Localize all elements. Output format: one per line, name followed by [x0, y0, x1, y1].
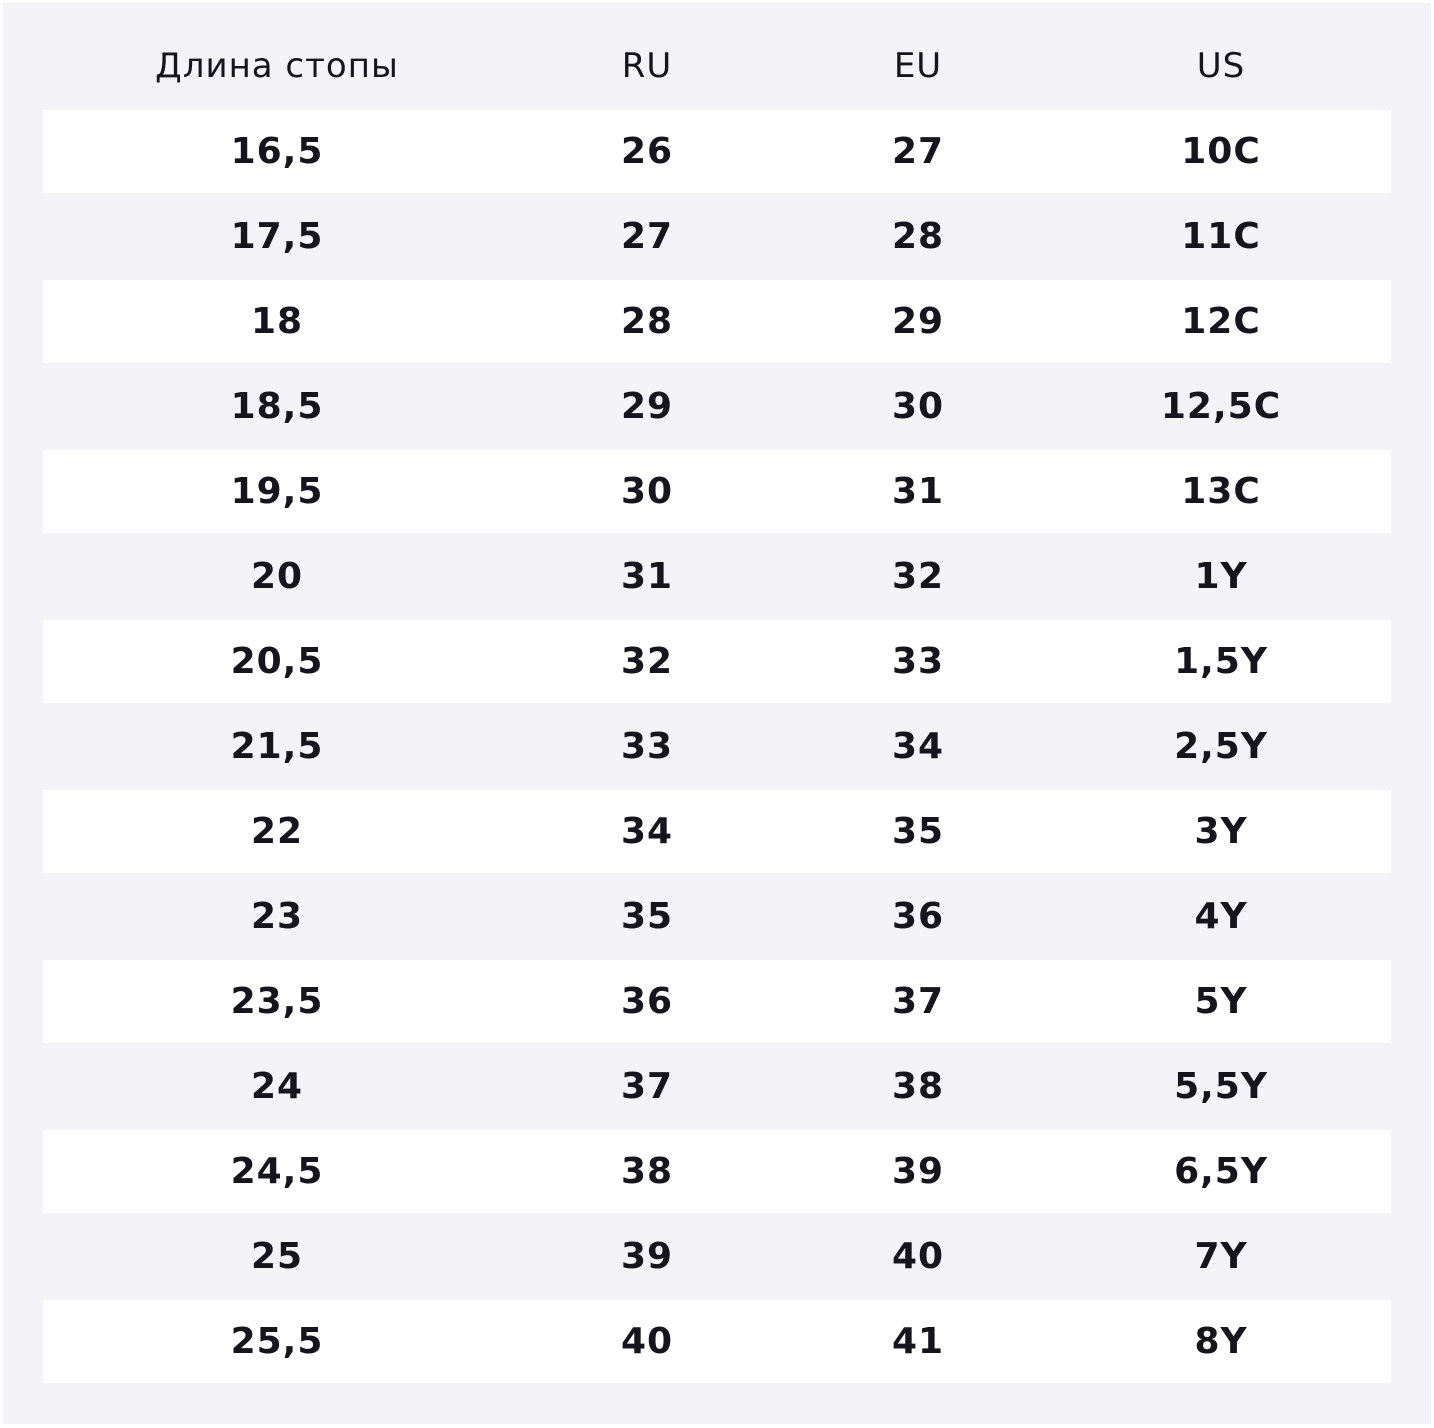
cell: 39 [891, 1151, 945, 1192]
cell: 32 [620, 641, 674, 682]
cell: 3Y [1194, 811, 1248, 852]
cell: 29 [891, 301, 945, 342]
cell: 37 [620, 1066, 674, 1107]
cell: 4Y [1194, 896, 1248, 937]
size-table: Длина стопы RU EU US 16,5 26 27 10C 17,5 27 28 11C 1… [3, 3, 1431, 1424]
table-row: 17,5 27 28 11C [43, 195, 1391, 278]
cell: 1,5Y [1174, 641, 1268, 682]
cell: 23 [250, 896, 304, 937]
cell: 2,5Y [1174, 726, 1268, 767]
cell: 30 [891, 386, 945, 427]
cell: 22 [250, 811, 304, 852]
cell: 32 [891, 556, 945, 597]
cell: 12C [1181, 301, 1261, 342]
cell: 34 [620, 811, 674, 852]
cell: 21,5 [230, 726, 324, 767]
cell: 28 [891, 216, 945, 257]
cell: 11C [1181, 216, 1261, 257]
cell: 5,5Y [1174, 1066, 1268, 1107]
table-row: 24 37 38 5,5Y [43, 1045, 1391, 1128]
cell: 25 [250, 1236, 304, 1277]
cell: RU [621, 46, 673, 86]
cell: 33 [620, 726, 674, 767]
cell: 19,5 [230, 471, 324, 512]
table-row: 18 28 29 12C [43, 280, 1391, 363]
cell: 6,5Y [1174, 1151, 1268, 1192]
table-row: 25 39 40 7Y [43, 1215, 1391, 1298]
cell: 16,5 [230, 131, 324, 172]
cell: 38 [620, 1151, 674, 1192]
cell: 35 [620, 896, 674, 937]
cell: 27 [891, 131, 945, 172]
table-row: 16,5 26 27 10C [43, 110, 1391, 193]
table-row: 22 34 35 3Y [43, 790, 1391, 873]
table-row: 18,5 29 30 12,5C [43, 365, 1391, 448]
table-row: 24,5 38 39 6,5Y [43, 1130, 1391, 1213]
cell: Длина стопы [155, 46, 399, 86]
cell: 41 [891, 1321, 945, 1362]
cell: 24,5 [230, 1151, 324, 1192]
table-row: 23,5 36 37 5Y [43, 960, 1391, 1043]
cell: 40 [620, 1321, 674, 1362]
cell: 31 [620, 556, 674, 597]
header-row: Длина стопы RU EU US [43, 25, 1391, 108]
cell: 7Y [1194, 1236, 1248, 1277]
cell: 1Y [1194, 556, 1248, 597]
cell: 36 [620, 981, 674, 1022]
cell: 24 [250, 1066, 304, 1107]
cell: 26 [620, 131, 674, 172]
cell: 20 [250, 556, 304, 597]
cell: 25,5 [230, 1321, 324, 1362]
cell: EU [893, 46, 943, 86]
cell: 27 [620, 216, 674, 257]
cell: 23,5 [230, 981, 324, 1022]
cell: 31 [891, 471, 945, 512]
cell: 18,5 [230, 386, 324, 427]
cell: 17,5 [230, 216, 324, 257]
cell: 28 [620, 301, 674, 342]
cell: 13C [1181, 471, 1261, 512]
cell: 12,5C [1160, 386, 1282, 427]
cell: 20,5 [230, 641, 324, 682]
table-row: 23 35 36 4Y [43, 875, 1391, 958]
cell: 33 [891, 641, 945, 682]
cell: 39 [620, 1236, 674, 1277]
cell: US [1196, 46, 1246, 86]
cell: 37 [891, 981, 945, 1022]
cell: 18 [250, 301, 304, 342]
cell: 34 [891, 726, 945, 767]
table-row: 20,5 32 33 1,5Y [43, 620, 1391, 703]
cell: 8Y [1194, 1321, 1248, 1362]
cell: 5Y [1194, 981, 1248, 1022]
cell: 36 [891, 896, 945, 937]
cell: 38 [891, 1066, 945, 1107]
cell: 10C [1181, 131, 1261, 172]
cell: 29 [620, 386, 674, 427]
table-row: 21,5 33 34 2,5Y [43, 705, 1391, 788]
table-row: 20 31 32 1Y [43, 535, 1391, 618]
table-row: 25,5 40 41 8Y [43, 1300, 1391, 1383]
cell: 40 [891, 1236, 945, 1277]
cell: 30 [620, 471, 674, 512]
table-row: 19,5 30 31 13C [43, 450, 1391, 533]
cell: 35 [891, 811, 945, 852]
